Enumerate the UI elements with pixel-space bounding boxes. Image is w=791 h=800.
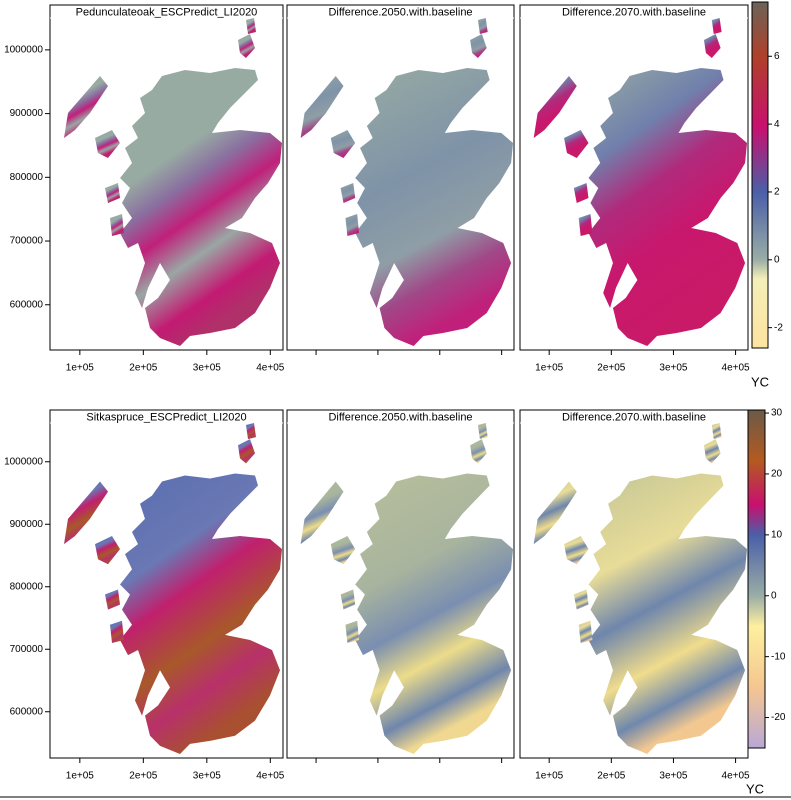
colorbar-label: YC <box>746 781 764 796</box>
panel-title: Sitkaspruce_ESCPredict_LI2020 <box>86 411 246 423</box>
map-panel: Sitkaspruce_ESCPredict_LI2020 1e+05 2e+05 3… <box>4 409 285 782</box>
y-tick-label: 600000 <box>10 706 44 717</box>
map-panel: Pedunculateoak_ESCPredict_LI2020 1e+05 2e+… <box>4 4 285 374</box>
panel-title: Difference.2050.with.baseline <box>328 411 472 423</box>
x-tick-label: 1e+05 <box>535 771 564 782</box>
x-tick-label: 3e+05 <box>193 363 222 374</box>
x-tick-label: 4e+05 <box>722 363 751 374</box>
map-panel: Difference.2070.with.baseline 1e+05 2e+05 3… <box>519 409 751 782</box>
x-tick-label: 2e+05 <box>597 771 626 782</box>
x-tick-label: 2e+05 <box>129 771 158 782</box>
colorbar-tick-label: 0 <box>771 590 777 601</box>
colorbar <box>747 409 766 749</box>
colorbar-tick-label: 30 <box>771 408 783 419</box>
colorbar-tick-label: -20 <box>771 712 786 723</box>
colorbar-tick-label: 0 <box>774 254 780 265</box>
y-tick-label: 600000 <box>10 299 44 310</box>
x-tick-label: 3e+05 <box>659 771 688 782</box>
x-tick-label: 3e+05 <box>193 771 222 782</box>
x-tick-label: 1e+05 <box>66 771 95 782</box>
x-tick-label: 2e+05 <box>597 363 626 374</box>
colorbar-label: YC <box>751 374 769 389</box>
y-tick-label: 700000 <box>10 644 44 655</box>
x-tick-label: 4e+05 <box>256 363 285 374</box>
colorbar-tick-label: 10 <box>771 529 783 540</box>
map-panel: Difference.2050.with.baseline <box>286 409 515 763</box>
x-tick-label: 3e+05 <box>659 363 688 374</box>
y-tick-label: 1000000 <box>4 456 43 467</box>
x-tick-label: 2e+05 <box>129 363 158 374</box>
x-tick-label: 1e+05 <box>535 363 564 374</box>
y-tick-label: 800000 <box>10 172 44 183</box>
panel-title: Difference.2070.with.baseline <box>562 411 706 423</box>
colorbar-tick-label: 4 <box>774 119 780 130</box>
map-panel: Difference.2050.with.baseline <box>286 4 515 355</box>
panel-title: Difference.2070.with.baseline <box>562 6 706 18</box>
colorbar-tick-label: 6 <box>774 51 780 62</box>
panel-title: Pedunculateoak_ESCPredict_LI2020 <box>76 6 258 18</box>
y-tick-label: 900000 <box>10 519 44 530</box>
colorbar-tick-label: 2 <box>774 187 780 198</box>
y-tick-label: 1000000 <box>4 45 43 56</box>
colorbar-tick-label: -2 <box>774 322 783 333</box>
y-tick-label: 800000 <box>10 581 44 592</box>
y-tick-label: 900000 <box>10 108 44 119</box>
colorbar-tick-label: -10 <box>771 651 786 662</box>
x-tick-label: 1e+05 <box>66 363 95 374</box>
x-tick-label: 4e+05 <box>722 771 751 782</box>
map-panel: Difference.2070.with.baseline 1e+05 2e+05 3… <box>519 4 751 374</box>
x-tick-label: 4e+05 <box>256 771 285 782</box>
y-tick-label: 700000 <box>10 236 44 247</box>
colorbar <box>751 1 769 349</box>
colorbar-tick-label: 20 <box>771 469 783 480</box>
panel-title: Difference.2050.with.baseline <box>328 6 472 18</box>
